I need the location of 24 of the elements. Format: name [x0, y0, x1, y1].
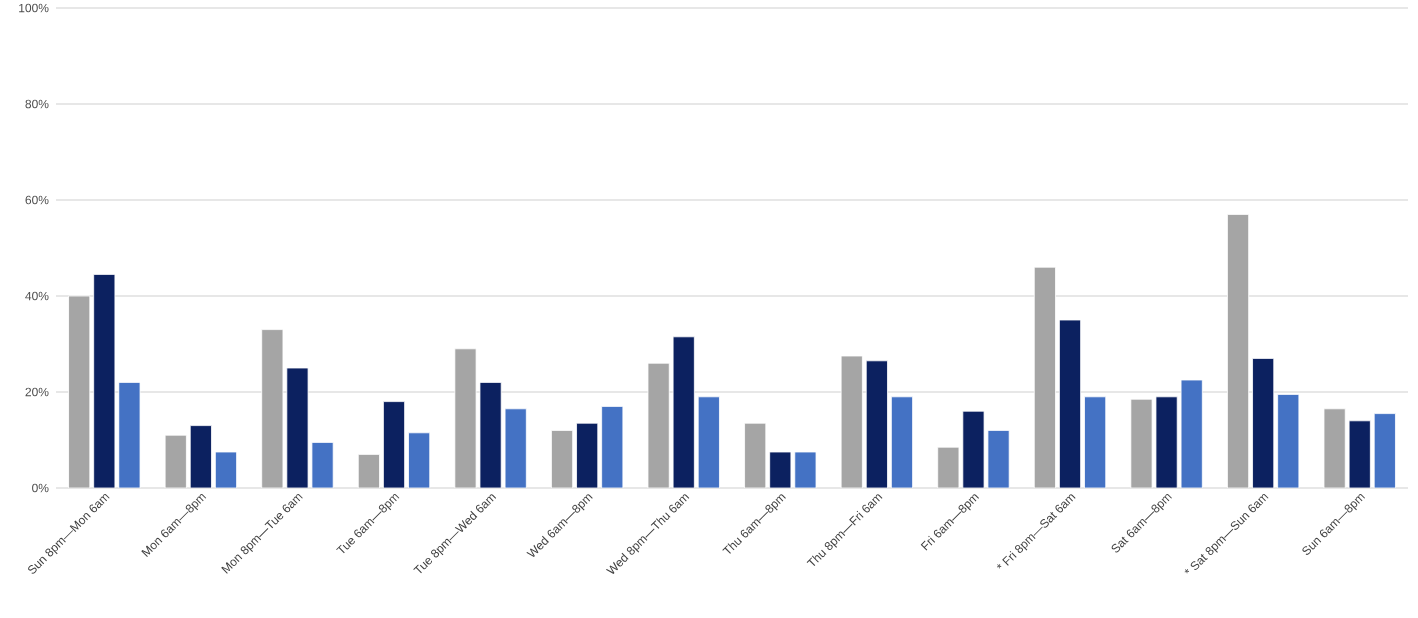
bar: [1180, 379, 1203, 488]
bar: [164, 434, 187, 488]
bar: [647, 362, 670, 488]
bar: [1227, 214, 1250, 488]
bar: [311, 442, 334, 488]
bar: [551, 430, 574, 488]
bar: [744, 422, 767, 488]
bar: [118, 382, 141, 488]
bar: [357, 454, 380, 488]
bar: [890, 396, 913, 488]
bar: [601, 406, 624, 488]
bar: [697, 396, 720, 488]
bar: [937, 446, 960, 488]
bar: [1323, 408, 1346, 488]
bar: [1084, 396, 1107, 488]
bar: [504, 408, 527, 488]
bar: [840, 355, 863, 488]
bar: [1277, 394, 1300, 488]
bar: [1373, 413, 1396, 488]
bar: [68, 295, 91, 488]
bar: [261, 329, 284, 488]
bar: [408, 432, 431, 488]
bar: [1033, 266, 1056, 488]
bar: [987, 430, 1010, 488]
